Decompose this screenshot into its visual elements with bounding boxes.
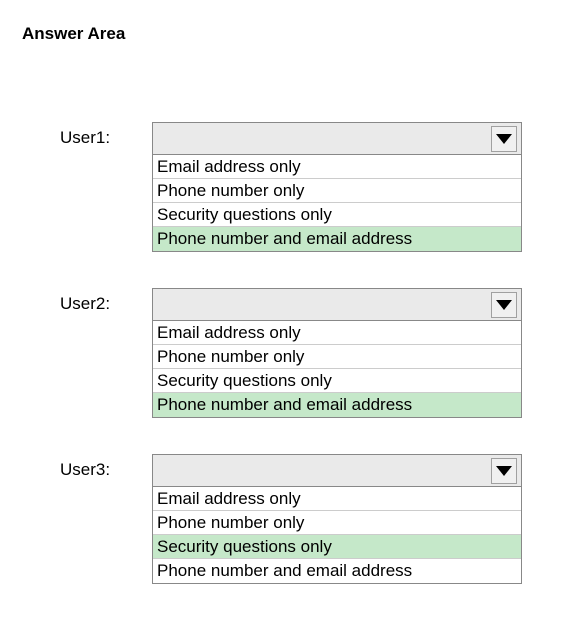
chevron-down-icon xyxy=(496,300,512,310)
page-title: Answer Area xyxy=(22,24,564,44)
user3-option-1[interactable]: Phone number only xyxy=(153,511,521,535)
user1-label: User1: xyxy=(60,122,152,148)
user1-block: User1: Email address only Phone number o… xyxy=(60,122,564,252)
user1-option-3[interactable]: Phone number and email address xyxy=(153,227,521,251)
user2-option-0[interactable]: Email address only xyxy=(153,321,521,345)
user1-dropdown-area: Email address only Phone number only Sec… xyxy=(152,122,522,252)
user3-row: User3: Email address only Phone number o… xyxy=(60,454,564,584)
chevron-down-icon xyxy=(496,134,512,144)
user3-option-2[interactable]: Security questions only xyxy=(153,535,521,559)
user2-row: User2: Email address only Phone number o… xyxy=(60,288,564,418)
user3-label: User3: xyxy=(60,454,152,480)
user3-option-0[interactable]: Email address only xyxy=(153,487,521,511)
user2-label: User2: xyxy=(60,288,152,314)
user1-row: User1: Email address only Phone number o… xyxy=(60,122,564,252)
user3-chevron-box[interactable] xyxy=(491,458,517,484)
user1-chevron-box[interactable] xyxy=(491,126,517,152)
user1-option-2[interactable]: Security questions only xyxy=(153,203,521,227)
user1-option-0[interactable]: Email address only xyxy=(153,155,521,179)
user2-block: User2: Email address only Phone number o… xyxy=(60,288,564,418)
user2-option-1[interactable]: Phone number only xyxy=(153,345,521,369)
user2-chevron-box[interactable] xyxy=(491,292,517,318)
chevron-down-icon xyxy=(496,466,512,476)
user3-dropdown[interactable] xyxy=(152,454,522,487)
user2-option-2[interactable]: Security questions only xyxy=(153,369,521,393)
answer-area-container: Answer Area User1: Email address only Ph… xyxy=(0,0,584,644)
user2-option-3[interactable]: Phone number and email address xyxy=(153,393,521,417)
user1-options-list: Email address only Phone number only Sec… xyxy=(152,155,522,252)
user1-option-1[interactable]: Phone number only xyxy=(153,179,521,203)
user2-dropdown[interactable] xyxy=(152,288,522,321)
user3-dropdown-area: Email address only Phone number only Sec… xyxy=(152,454,522,584)
user3-options-list: Email address only Phone number only Sec… xyxy=(152,487,522,584)
user3-option-3[interactable]: Phone number and email address xyxy=(153,559,521,583)
user1-dropdown[interactable] xyxy=(152,122,522,155)
user3-block: User3: Email address only Phone number o… xyxy=(60,454,564,584)
user2-dropdown-area: Email address only Phone number only Sec… xyxy=(152,288,522,418)
user2-options-list: Email address only Phone number only Sec… xyxy=(152,321,522,418)
